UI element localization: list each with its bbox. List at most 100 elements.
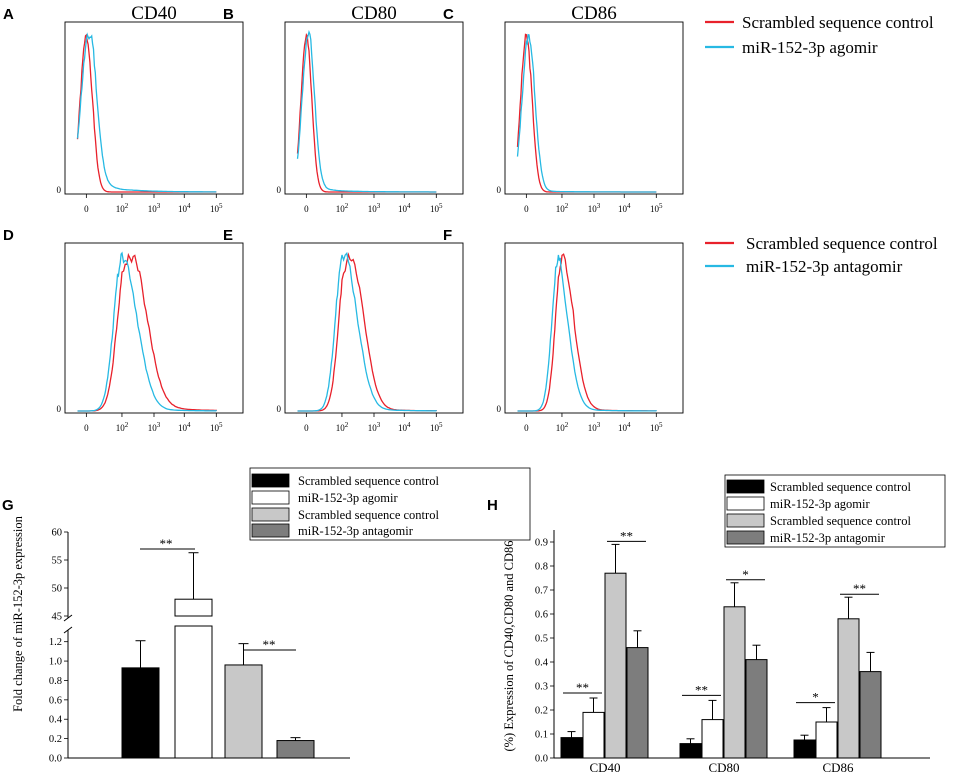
legend-swatch-2 xyxy=(726,513,765,528)
x-tick-label: 102 xyxy=(116,202,129,214)
x-tick-label: 102 xyxy=(116,421,129,433)
x-tick-label: 103 xyxy=(368,421,381,433)
y-tick-label: 0 xyxy=(277,185,282,195)
bar xyxy=(174,598,213,617)
y-tick-label: 0.4 xyxy=(49,715,63,726)
x-tick-label: 104 xyxy=(178,202,191,214)
treatment-histogram xyxy=(517,254,657,412)
legend-swatch-0 xyxy=(726,479,765,494)
plot-frame xyxy=(504,242,684,414)
bar xyxy=(276,740,315,759)
bar xyxy=(604,572,627,759)
chart-h-legend: Scrambled sequence control miR-152-3p ag… xyxy=(724,474,946,548)
y-tick-label: 0.2 xyxy=(49,734,62,745)
y-tick-label: 0.0 xyxy=(535,754,548,765)
x-tick-label: 103 xyxy=(588,202,601,214)
legend-label-control-top: Scrambled sequence control xyxy=(742,13,934,32)
x-tick-label: 105 xyxy=(210,421,223,433)
x-tick-label: 105 xyxy=(430,202,443,214)
x-category-label: CD80 xyxy=(708,760,739,775)
bar xyxy=(837,618,860,759)
y-tick-label: 60 xyxy=(52,528,63,539)
x-tick-label: 105 xyxy=(650,421,663,433)
histogram-panel-f: F 0 0 102 103 104 105 xyxy=(443,227,684,433)
significance-label: * xyxy=(812,690,819,705)
histogram-panel-a: A CD40 0 0 102 103 104 105 xyxy=(3,3,244,214)
panel-label-f: F xyxy=(443,227,452,244)
bar xyxy=(859,671,882,759)
legend-swatch-2 xyxy=(251,507,290,522)
panel-label-a: A xyxy=(3,6,14,23)
histogram-panel-c: C CD86 0 0 102 103 104 105 xyxy=(443,3,684,214)
chart-h-ylabel: (%) Expression of CD40,CD80 and CD86 xyxy=(502,540,516,751)
histogram-panel-b: B CD80 0 0 102 103 104 105 xyxy=(223,3,464,214)
significance-label: ** xyxy=(576,680,589,695)
panel-title: CD40 xyxy=(131,3,176,24)
axis-break-mark xyxy=(63,614,73,622)
y-tick-label: 45 xyxy=(52,612,63,623)
x-tick-label: 102 xyxy=(336,202,349,214)
bar xyxy=(582,711,605,759)
y-tick-label: 50 xyxy=(52,584,63,595)
significance-label: ** xyxy=(853,581,866,596)
legend-label-treatment-top: miR-152-3p agomir xyxy=(742,38,878,57)
panel-title: CD86 xyxy=(571,3,616,24)
x-tick-label: 103 xyxy=(148,421,161,433)
x-tick-label: 0 xyxy=(524,204,529,214)
y-tick-label: 0.6 xyxy=(49,695,62,706)
legend-label-2: Scrambled sequence control xyxy=(770,514,911,528)
plot-frame xyxy=(64,21,244,195)
x-tick-label: 105 xyxy=(650,202,663,214)
y-tick-label: 0 xyxy=(57,185,62,195)
chart-h-marks: 0.00.10.20.30.40.50.60.70.80.9CD40****CD… xyxy=(535,528,930,775)
treatment-histogram xyxy=(297,251,437,412)
chart-g-ylabel: Fold change of miR-152-3p expression xyxy=(11,515,25,712)
legend-box xyxy=(249,467,531,541)
legend-label-0: Scrambled sequence control xyxy=(770,480,911,494)
plot-frame xyxy=(64,242,244,414)
y-tick-label: 0.3 xyxy=(535,682,548,693)
panel-label-h: H xyxy=(487,497,498,514)
y-tick-label: 0.6 xyxy=(535,610,548,621)
x-category-label: CD40 xyxy=(589,760,620,775)
histogram-panel-e: E 0 0 102 103 104 105 xyxy=(223,227,464,433)
x-tick-label: 104 xyxy=(618,202,631,214)
y-tick-label: 0.0 xyxy=(49,754,62,765)
legend-label-3: miR-152-3p antagomir xyxy=(770,531,886,545)
significance-label: ** xyxy=(263,637,276,652)
y-tick-label: 0.5 xyxy=(535,634,548,645)
legend-label-3: miR-152-3p antagomir xyxy=(298,524,414,538)
x-tick-label: 105 xyxy=(210,202,223,214)
x-tick-label: 104 xyxy=(178,421,191,433)
bar xyxy=(121,667,160,759)
x-tick-label: 0 xyxy=(84,204,89,214)
histogram-panel-d: D 0 0 102 103 104 105 xyxy=(3,227,244,433)
y-tick-label: 0.1 xyxy=(535,730,548,741)
plot-frame xyxy=(284,242,464,414)
legend-label-control-bottom: Scrambled sequence control xyxy=(746,234,938,253)
significance-label: ** xyxy=(695,682,708,697)
histogram-legend-top: Scrambled sequence control miR-152-3p ag… xyxy=(705,13,934,57)
x-category-label: CD86 xyxy=(822,760,854,775)
panel-label-d: D xyxy=(3,227,14,244)
panel-title: CD80 xyxy=(351,3,396,24)
bar xyxy=(174,625,213,759)
x-tick-label: 104 xyxy=(398,421,411,433)
bar xyxy=(815,721,838,759)
bar xyxy=(701,719,724,759)
y-tick-label: 0.4 xyxy=(535,658,549,669)
histogram-legend-bottom: Scrambled sequence control miR-152-3p an… xyxy=(705,234,938,276)
axis-break-mark xyxy=(63,626,73,634)
bar xyxy=(793,739,816,759)
bar xyxy=(679,743,702,759)
chart-g-legend: Scrambled sequence control miR-152-3p ag… xyxy=(249,467,531,541)
x-tick-label: 104 xyxy=(398,202,411,214)
legend-label-treatment-bottom: miR-152-3p antagomir xyxy=(746,257,903,276)
chart-g-marks: 0.0 0.2 0.4 0.6 0.8 1.0 1.2 45 50 55 60 ** ** xyxy=(49,528,350,765)
y-tick-label: 1.0 xyxy=(49,657,62,668)
x-tick-label: 103 xyxy=(368,202,381,214)
y-tick-label: 1.2 xyxy=(49,637,62,648)
x-tick-label: 104 xyxy=(618,421,631,433)
